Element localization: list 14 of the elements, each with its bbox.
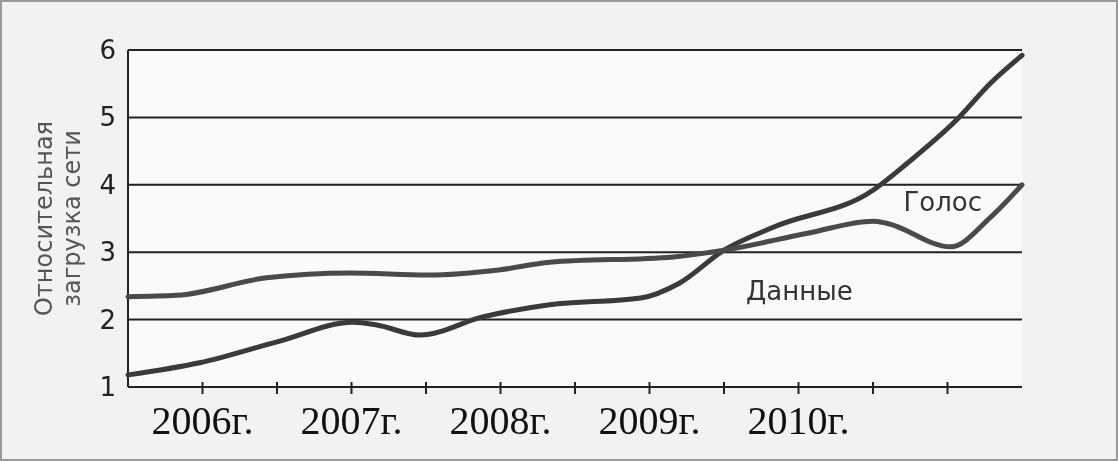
x-tick-label: 2009г.	[598, 398, 701, 443]
y-tick-label: 1	[99, 372, 116, 402]
x-tick-label: 2006г.	[151, 398, 254, 443]
x-tick-label: 2007г.	[300, 398, 403, 443]
y-tick-label: 4	[99, 169, 116, 200]
y-axis-title: Относительная загрузка сети	[30, 120, 86, 317]
y-tick-label: 3	[99, 237, 116, 268]
x-tick-label: 2010г.	[747, 398, 850, 443]
y-tick-label: 6	[99, 35, 116, 65]
y-tick-label: 2	[99, 304, 116, 335]
series-label: Голос	[903, 186, 982, 217]
x-tick-label: 2008г.	[449, 398, 552, 443]
series-label: Данные	[746, 276, 853, 307]
y-tick-label: 5	[99, 102, 116, 133]
